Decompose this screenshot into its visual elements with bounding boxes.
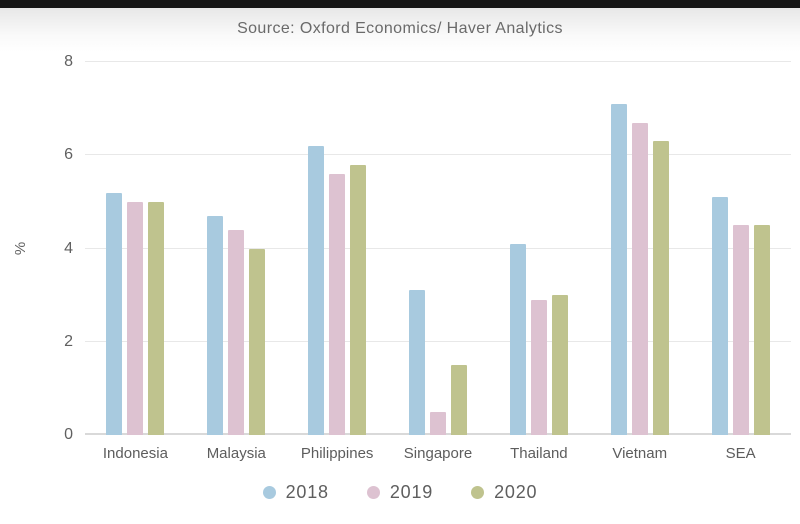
chart-source-title: Source: Oxford Economics/ Haver Analytic… xyxy=(237,20,563,37)
bar-2020-malaysia[interactable] xyxy=(249,248,266,435)
legend-item-2018[interactable]: 2018 xyxy=(262,482,329,503)
legend-item-2019[interactable]: 2019 xyxy=(366,482,434,503)
gridline xyxy=(85,154,791,156)
gridline xyxy=(85,61,791,62)
x-axis-label-indonesia: Indonesia xyxy=(102,445,168,462)
y-tick-label: 8 xyxy=(64,53,73,70)
bar-2019-thailand[interactable] xyxy=(530,299,547,435)
bar-2018-malaysia[interactable] xyxy=(207,215,224,435)
x-axis-label-malaysia: Malaysia xyxy=(206,445,266,462)
bar-group-malaysia: Malaysia xyxy=(186,62,287,462)
y-tick-label: 6 xyxy=(64,146,73,164)
bar-2018-singapore[interactable] xyxy=(409,290,425,435)
legend: 2018 2019 2020 xyxy=(0,482,800,503)
x-axis-label-vietnam: Vietnam xyxy=(612,445,668,462)
x-axis-label-singapore: Singapore xyxy=(403,445,473,462)
gridline xyxy=(85,340,791,342)
bar-2019-singapore[interactable] xyxy=(430,411,446,435)
legend-dot-2019 xyxy=(366,486,380,499)
bar-groups: Indonesia Malaysia Philippines Singapore Tha… xyxy=(85,62,791,462)
bar-group-indonesia: Indonesia xyxy=(85,62,186,462)
legend-label: 2018 xyxy=(285,482,329,502)
bar-group-sea: SEA xyxy=(690,62,791,462)
y-tick-label: 2 xyxy=(64,332,73,350)
bar-group-thailand: Thailand xyxy=(488,62,589,462)
bar-2020-philippines[interactable] xyxy=(350,164,367,435)
chart-header: Source: Oxford Economics/ Haver Analytic… xyxy=(0,8,800,52)
bar-2018-sea[interactable] xyxy=(711,197,728,435)
bar-2020-vietnam[interactable] xyxy=(652,141,669,435)
bar-2018-philippines[interactable] xyxy=(308,145,325,435)
bar-group-philippines: Philippines xyxy=(287,62,388,462)
x-axis-label-thailand: Thailand xyxy=(510,445,568,462)
legend-label: 2020 xyxy=(494,482,538,502)
bar-2018-vietnam[interactable] xyxy=(610,103,627,435)
bar-2019-indonesia[interactable] xyxy=(127,201,144,435)
window-top-strip xyxy=(0,0,800,8)
legend-dot-2018 xyxy=(262,486,276,499)
bar-group-singapore: Singapore xyxy=(388,62,489,462)
x-axis-label-sea: SEA xyxy=(725,445,756,462)
bar-2019-sea[interactable] xyxy=(732,225,749,435)
x-axis-label-philippines: Philippines xyxy=(300,445,374,462)
bar-2019-philippines[interactable] xyxy=(329,173,346,435)
bar-2018-indonesia[interactable] xyxy=(106,192,123,435)
y-axis-label: % xyxy=(12,241,30,256)
bar-2020-thailand[interactable] xyxy=(551,295,568,435)
gridline xyxy=(85,247,791,249)
legend-item-2020[interactable]: 2020 xyxy=(471,482,537,503)
legend-dot-2020 xyxy=(471,486,485,499)
bar-2020-singapore[interactable] xyxy=(451,365,467,435)
legend-label: 2019 xyxy=(389,482,434,502)
bar-2019-malaysia[interactable] xyxy=(228,229,245,435)
y-tick-label: 4 xyxy=(64,239,73,257)
y-tick-label: 0 xyxy=(64,426,73,443)
bar-2020-indonesia[interactable] xyxy=(148,201,165,435)
plot-area: 0 2 4 6 8 Indonesia Malaysia Philippines Singap… xyxy=(64,54,791,462)
bar-2020-sea[interactable] xyxy=(753,225,770,435)
bar-2018-thailand[interactable] xyxy=(509,243,526,435)
bar-2019-vietnam[interactable] xyxy=(631,122,648,435)
bar-group-vietnam: Vietnam xyxy=(589,62,690,462)
